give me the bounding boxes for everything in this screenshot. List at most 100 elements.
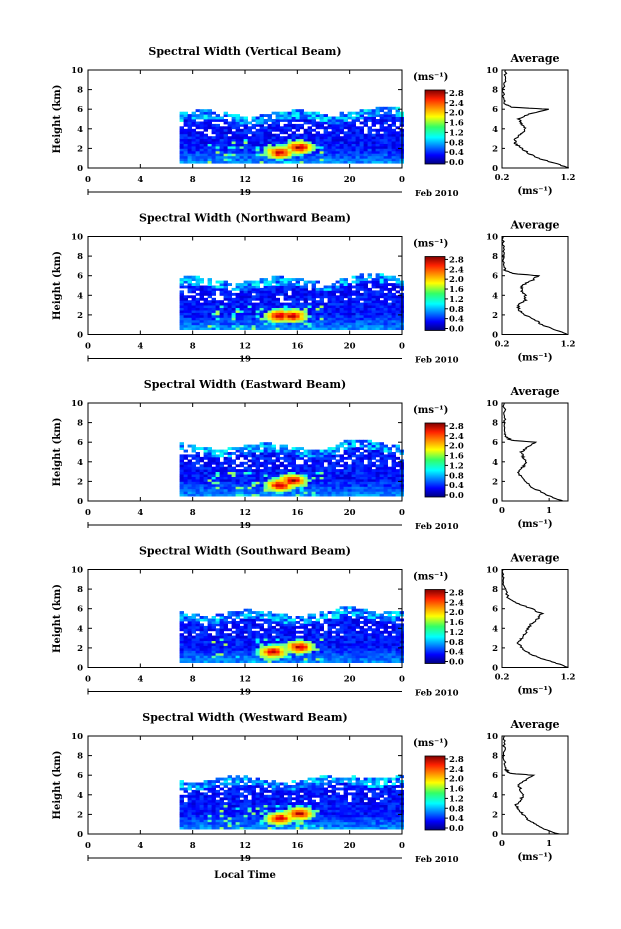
heatmap-cell: [247, 655, 252, 659]
heatmap-cell: [183, 160, 188, 164]
heatmap-cell: [183, 464, 188, 468]
heatmap-cell: [203, 119, 208, 122]
heatmap-cell: [379, 449, 384, 453]
heatmap-cell: [267, 442, 272, 446]
heatmap-cell: [343, 486, 348, 490]
heatmap-cell: [239, 787, 244, 791]
heatmap-cell: [251, 285, 256, 289]
heatmap-cell: [275, 452, 280, 455]
heatmap-cell: [295, 635, 300, 639]
heatmap-cell: [351, 454, 356, 458]
heatmap-cell: [335, 647, 340, 651]
heatmap-cell: [263, 650, 268, 654]
heatmap-cell: [395, 461, 400, 465]
heatmap-cell: [387, 319, 392, 323]
heatmap-cell: [219, 327, 224, 330]
heatmap-cell: [347, 444, 352, 448]
heatmap-cell: [259, 469, 264, 472]
heatmap-cell: [195, 488, 200, 492]
heatmap-cell: [283, 483, 288, 487]
heatmap-cell: [315, 657, 320, 661]
heatmap-cell: [395, 464, 400, 468]
heatmap-cell: [311, 469, 316, 472]
heatmap-cell: [247, 792, 252, 796]
heatmap-cell: [303, 623, 308, 627]
heatmap-cell: [303, 319, 308, 323]
heatmap-cell: [259, 297, 264, 301]
heatmap-cell: [195, 633, 200, 637]
heatmap-cell: [331, 145, 336, 149]
heatmap-cell: [195, 292, 200, 296]
heatmap-cell: [239, 314, 244, 318]
heatmap-cell: [219, 633, 224, 637]
heatmap-cell: [387, 128, 392, 132]
heatmap-cell: [379, 486, 384, 490]
heatmap-cell: [195, 812, 200, 815]
heatmap-cell: [323, 652, 328, 656]
heatmap-cell: [307, 616, 312, 619]
heatmap-cell: [195, 300, 200, 304]
heatmap-cell: [371, 136, 376, 140]
heatmap-cell: [331, 476, 336, 480]
heatmap-cell: [323, 295, 328, 299]
heatmap-cell: [191, 794, 196, 798]
heatmap-cell: [279, 461, 284, 465]
heatmap-cell: [219, 652, 224, 656]
heatmap-cell: [263, 483, 268, 487]
heatmap-cell: [315, 292, 320, 296]
heatmap-cell: [263, 322, 268, 326]
heatmap-cell: [299, 312, 304, 316]
heatmap-cell: [299, 447, 304, 450]
heatmap-cell: [383, 618, 388, 622]
heatmap-cell: [375, 310, 380, 313]
heatmap-cell: [231, 155, 236, 159]
heatmap-cell: [323, 660, 328, 663]
heatmap-cell: [287, 319, 292, 323]
heatmap-cell: [179, 324, 184, 328]
heatmap-cell: [283, 324, 288, 328]
heatmap-cell: [335, 459, 340, 463]
heatmap-cell: [203, 486, 208, 490]
heatmap-cell: [299, 314, 304, 318]
heatmap-cell: [259, 141, 264, 144]
heatmap-cell: [271, 121, 276, 125]
heatmap-cell: [379, 660, 384, 663]
heatmap-cell: [255, 782, 260, 786]
heatmap-cell: [371, 491, 376, 495]
heatmap-cell: [203, 324, 208, 328]
heatmap-cell: [255, 633, 260, 637]
heatmap-cell: [199, 616, 204, 619]
heatmap-cell: [195, 297, 200, 301]
heatmap-cell: [199, 625, 204, 629]
heatmap-cell: [279, 312, 284, 316]
heatmap-cell: [179, 469, 184, 472]
heatmap-cell: [235, 799, 240, 803]
heatmap-cell: [219, 292, 224, 296]
heatmap-cell: [295, 307, 300, 311]
heatmap-cell: [235, 319, 240, 323]
heatmap-cell: [319, 290, 324, 294]
heatmap-cell: [239, 777, 244, 781]
heatmap-cell: [367, 613, 372, 617]
heatmap-cell: [335, 131, 340, 135]
heatmap-cell: [275, 143, 280, 147]
heatmap-cell: [251, 792, 256, 796]
heatmap-cell: [251, 158, 256, 162]
heatmap-cell: [211, 285, 216, 289]
heatmap-cell: [227, 143, 232, 147]
heatmap-cell: [299, 491, 304, 495]
heatmap-cell: [375, 657, 380, 661]
heatmap-cell: [287, 307, 292, 311]
heatmap-cell: [295, 141, 300, 144]
heatmap-cell: [363, 633, 368, 637]
heatmap-cell: [375, 292, 380, 296]
heatmap-cell: [211, 292, 216, 296]
heatmap-cell: [199, 804, 204, 808]
heatmap-cell: [291, 138, 296, 142]
heatmap-cell: [195, 305, 200, 308]
heatmap-cell: [179, 307, 184, 311]
heatmap-cell: [371, 618, 376, 622]
heatmap-cell: [219, 280, 224, 284]
heatmap-cell: [271, 307, 276, 311]
heatmap-cell: [347, 488, 352, 492]
